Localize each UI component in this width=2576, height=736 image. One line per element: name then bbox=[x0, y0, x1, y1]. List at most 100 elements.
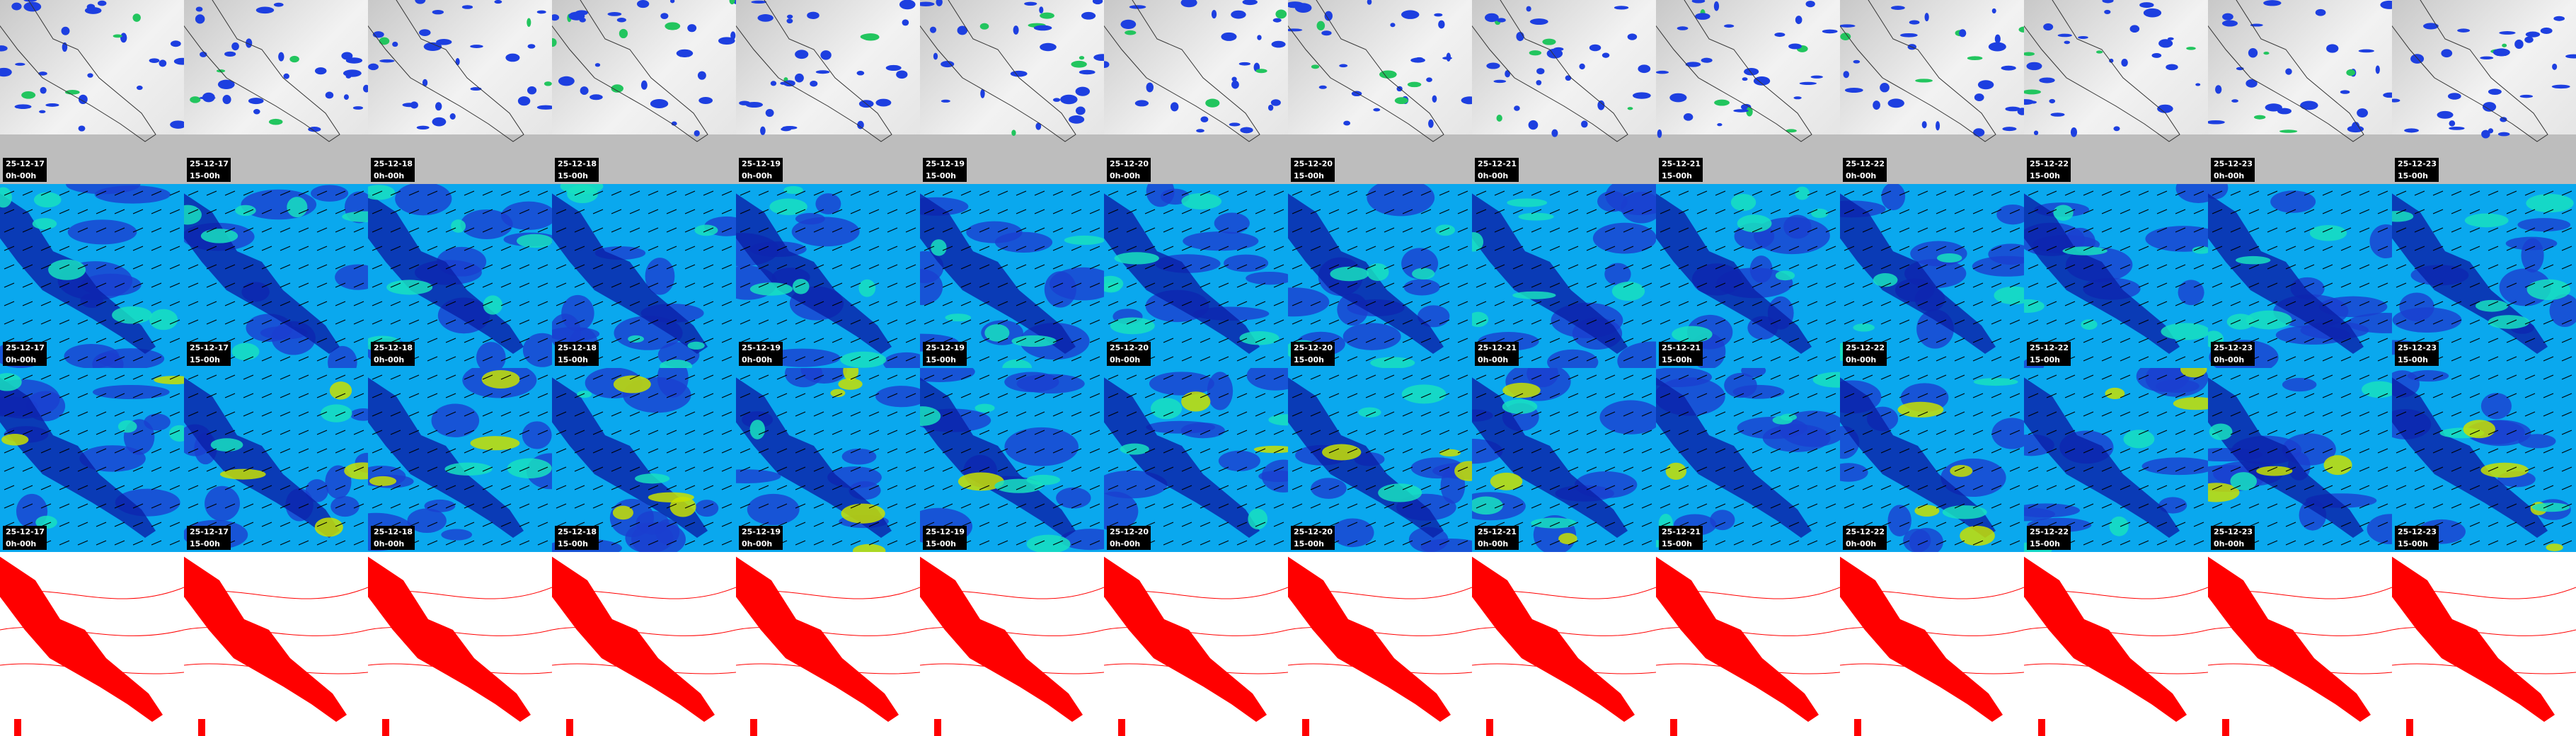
precip bbox=[341, 52, 353, 60]
precip bbox=[1267, 104, 1274, 111]
label-box bbox=[2211, 342, 2255, 366]
wind-arrows bbox=[184, 184, 368, 368]
panel-time: 0h-00h bbox=[1846, 171, 1876, 180]
panel-date: 25-12-21 bbox=[1662, 159, 1701, 168]
precip bbox=[590, 94, 603, 100]
precip bbox=[781, 127, 792, 132]
precip bbox=[1079, 56, 1085, 60]
precip bbox=[795, 50, 809, 59]
precip bbox=[979, 23, 989, 30]
precip bbox=[650, 99, 669, 108]
precip bbox=[97, 0, 107, 6]
precip bbox=[1669, 93, 1687, 103]
precip bbox=[936, 0, 943, 6]
map-panel: 25-12-18 15-00h bbox=[552, 368, 736, 552]
panel-time: 15-00h bbox=[2030, 355, 2060, 364]
map-panel: 25-12-20 15-00h bbox=[1288, 368, 1472, 552]
contour bbox=[1472, 663, 1656, 674]
contour bbox=[920, 627, 1104, 636]
precip bbox=[120, 33, 127, 43]
map-panel: 25-12-19 0h-00h bbox=[736, 184, 920, 368]
panel-time: 15-00h bbox=[2398, 171, 2428, 180]
precip bbox=[2404, 128, 2419, 133]
map-content bbox=[184, 184, 368, 368]
precip bbox=[671, 121, 677, 126]
map-content bbox=[2024, 0, 2208, 184]
precip bbox=[362, 84, 368, 93]
wind-arrows bbox=[2024, 184, 2208, 368]
wind-arrows bbox=[1288, 184, 1472, 368]
precip bbox=[2222, 13, 2233, 21]
precip bbox=[2246, 79, 2258, 88]
map-content bbox=[1656, 368, 1840, 552]
precip bbox=[2565, 54, 2576, 59]
wind-arrows bbox=[1472, 184, 1656, 368]
precip bbox=[2497, 132, 2510, 137]
precip bbox=[136, 85, 143, 91]
panel-date: 25-12-19 bbox=[926, 527, 965, 536]
map-content bbox=[1104, 368, 1288, 552]
panel-time: 15-00h bbox=[1294, 539, 1324, 548]
contour bbox=[2024, 663, 2208, 674]
precip bbox=[1081, 11, 1096, 20]
precip bbox=[2139, 2, 2154, 8]
label-box bbox=[3, 526, 47, 550]
precip bbox=[1542, 38, 1556, 45]
precip bbox=[1799, 81, 1817, 86]
panel-date: 25-12-21 bbox=[1662, 343, 1701, 352]
map-content bbox=[2208, 368, 2392, 552]
precip bbox=[1746, 107, 1753, 117]
precip bbox=[757, 14, 774, 22]
map-content bbox=[552, 552, 736, 736]
panel-time: 15-00h bbox=[2398, 355, 2428, 364]
precip bbox=[765, 109, 774, 117]
precip bbox=[1039, 6, 1044, 14]
panel-time: 0h-00h bbox=[374, 171, 404, 180]
panel-date: 25-12-21 bbox=[1478, 527, 1517, 536]
island bbox=[382, 719, 389, 736]
panel-time: 0h-00h bbox=[1110, 171, 1140, 180]
panel-date: 25-12-19 bbox=[926, 343, 965, 352]
precip bbox=[669, 0, 675, 4]
precip bbox=[86, 4, 96, 11]
precip bbox=[132, 13, 141, 22]
precip bbox=[423, 42, 442, 51]
precip bbox=[594, 63, 601, 67]
precip bbox=[432, 9, 444, 15]
precip bbox=[1407, 81, 1422, 88]
label-box bbox=[3, 342, 47, 366]
map-content bbox=[1656, 0, 1840, 184]
coastline bbox=[736, 0, 892, 142]
precip bbox=[1810, 75, 1823, 79]
precip bbox=[1565, 75, 1572, 81]
precip bbox=[1060, 94, 1078, 105]
coastline bbox=[368, 0, 524, 142]
precip bbox=[15, 62, 25, 66]
precip bbox=[1351, 91, 1362, 97]
precip bbox=[2326, 44, 2339, 53]
map-panel bbox=[2392, 552, 2576, 736]
precip bbox=[278, 52, 284, 62]
precip bbox=[1196, 129, 1204, 133]
precip bbox=[45, 103, 59, 107]
precip bbox=[449, 113, 456, 120]
label-box bbox=[923, 342, 967, 366]
label-box bbox=[739, 342, 783, 366]
precip bbox=[2488, 88, 2502, 95]
map-panel: 25-12-20 15-00h bbox=[1288, 0, 1472, 184]
precip bbox=[436, 39, 452, 45]
precip bbox=[1272, 18, 1282, 23]
precip bbox=[544, 81, 552, 86]
precip bbox=[273, 2, 284, 7]
precip bbox=[40, 86, 47, 94]
precip bbox=[1553, 47, 1564, 52]
panel-time: 15-00h bbox=[190, 539, 220, 548]
precip bbox=[1723, 24, 1735, 28]
precip bbox=[810, 81, 818, 87]
panel-date: 25-12-19 bbox=[742, 343, 781, 352]
map-panel: 25-12-19 15-00h bbox=[920, 368, 1104, 552]
precip bbox=[2095, 50, 2103, 54]
map-content bbox=[0, 0, 184, 184]
precip bbox=[2195, 83, 2201, 86]
contour bbox=[1840, 587, 2024, 599]
